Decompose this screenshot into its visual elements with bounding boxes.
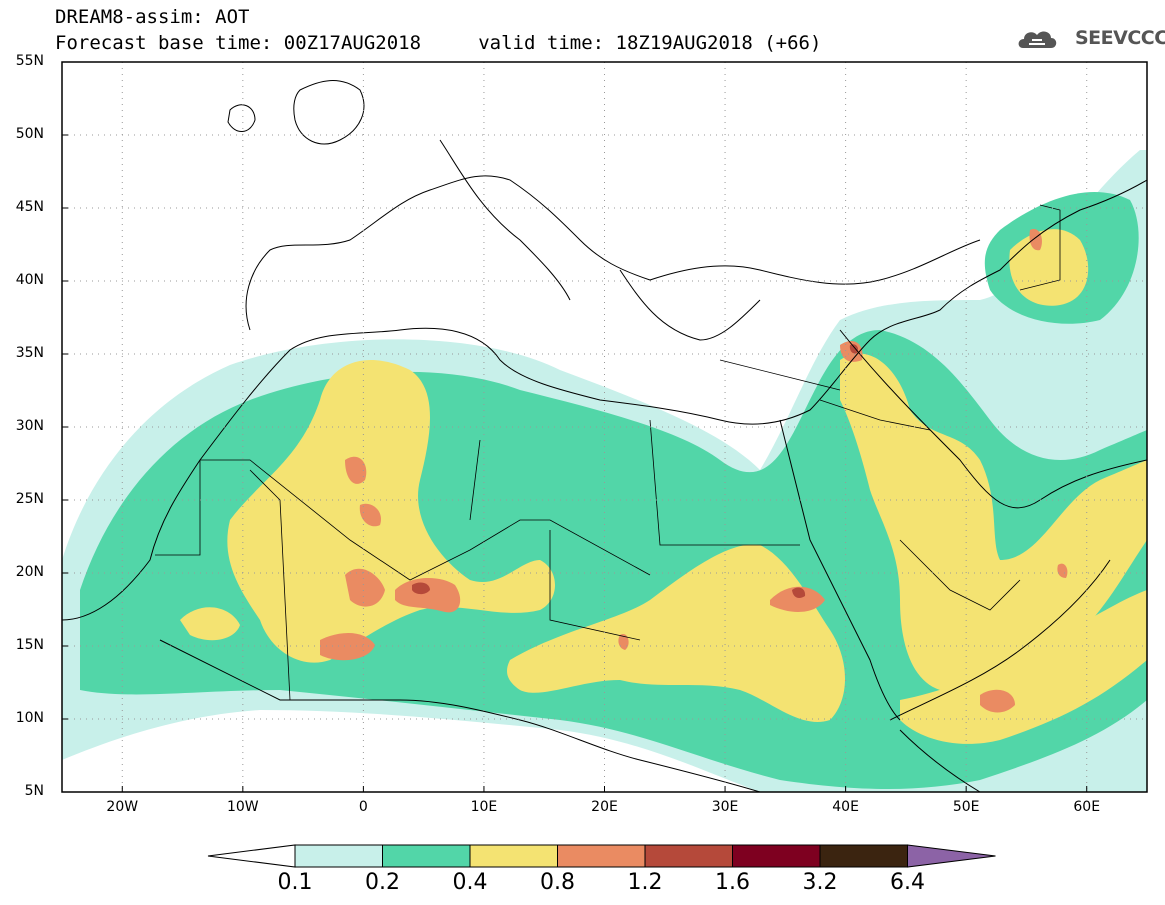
lat-label: 10N [15, 710, 44, 726]
lon-label: 0 [358, 799, 368, 815]
colorbar-label: 0.8 [540, 870, 575, 895]
logo-text: SEEVCCC [1075, 27, 1165, 49]
lat-label: 15N [15, 637, 44, 653]
coastlines [62, 80, 1147, 792]
colorbar-box [294, 844, 383, 868]
colorbar-label: 1.6 [715, 870, 750, 895]
colorbar-box [732, 844, 821, 868]
lon-label: 20E [591, 799, 618, 815]
colorbar-label: 3.2 [802, 870, 838, 895]
forecast-time-line: Forecast base time: 00Z17AUG2018 valid t… [55, 32, 822, 54]
colorbar-under-triangle [207, 844, 296, 868]
lat-label: 55N [15, 53, 44, 69]
colorbar-box [469, 844, 558, 868]
lon-label: 10E [470, 799, 498, 815]
colorbar-box [644, 844, 733, 868]
aot-field-0-8 [320, 229, 1068, 713]
lon-label: 20W [106, 799, 139, 815]
lat-label: 40N [15, 272, 44, 288]
lon-label: 10W [226, 799, 259, 815]
country-borders [155, 204, 1061, 701]
colorbar-box [557, 844, 646, 868]
map-title: DREAM8-assim: AOT [55, 6, 250, 28]
colorbar-label: 0.1 [277, 870, 313, 895]
lat-label: 50N [15, 126, 44, 142]
lon-label: 50E [952, 799, 980, 815]
aot-field-1-2 [412, 344, 859, 598]
lat-label: 20N [15, 564, 44, 580]
lon-label: 40E [832, 799, 859, 815]
cloud-logo-icon [1018, 31, 1057, 48]
colorbar-over-triangle [907, 844, 996, 868]
lon-label: 30E [711, 799, 739, 815]
colorbar-label: 6.4 [890, 870, 925, 895]
colorbar-box [382, 844, 471, 868]
lat-label: 35N [15, 345, 44, 361]
lat-label: 25N [15, 491, 44, 507]
colorbar-box [819, 844, 908, 868]
lat-label: 30N [15, 418, 44, 434]
lat-label: 5N [24, 783, 44, 799]
lat-label: 45N [15, 199, 44, 215]
colorbar-label: 0.2 [365, 870, 400, 895]
colorbar-label: 0.4 [452, 870, 488, 895]
colorbar-label: 1.2 [627, 870, 663, 895]
map-grid [62, 62, 1147, 792]
lon-label: 60E [1073, 799, 1101, 815]
